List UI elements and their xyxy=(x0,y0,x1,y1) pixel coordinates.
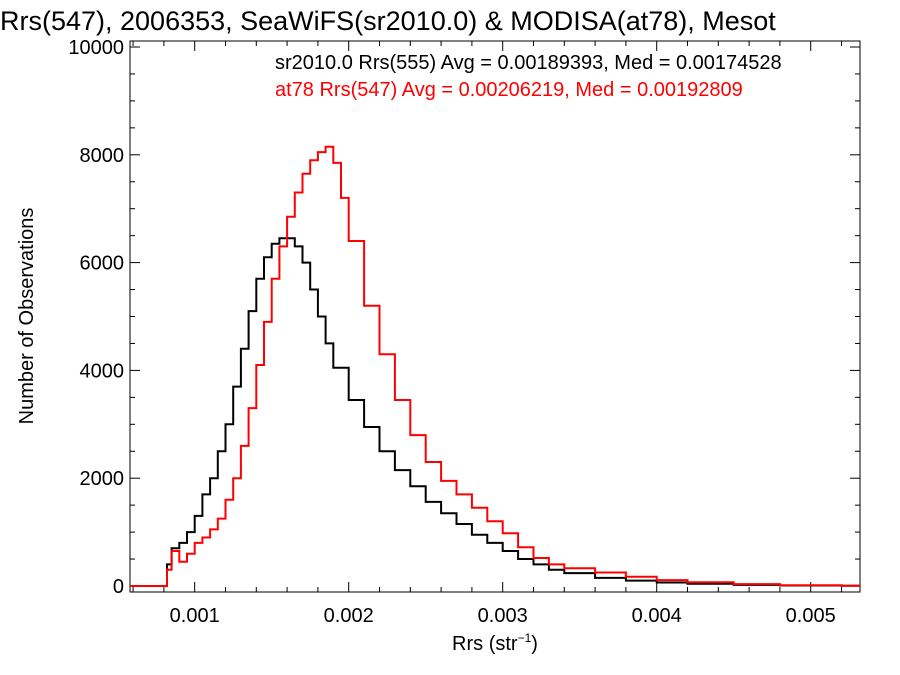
series-at78-line xyxy=(130,145,860,587)
series-lines xyxy=(130,145,860,587)
x-tick-label: 0.001 xyxy=(170,605,220,627)
axis-ticks: 0.001 0.002 0.003 0.004 0.005 0 2000 4000 6000 80… xyxy=(68,37,860,627)
series-sr2010-line xyxy=(130,237,860,587)
x-tick-label: 0.002 xyxy=(324,605,374,627)
x-axis-label: Rrs (str−1) xyxy=(452,631,538,655)
y-tick-label: 8000 xyxy=(80,145,125,167)
y-tick-label: 0 xyxy=(113,576,124,598)
x-tick-label: 0.005 xyxy=(786,605,836,627)
legend-entry-sr2010: sr2010.0 Rrs(555) Avg = 0.00189393, Med … xyxy=(275,52,782,74)
x-tick-label: 0.003 xyxy=(478,605,528,627)
y-tick-label: 2000 xyxy=(80,468,125,490)
x-axis-label-superscript: −1 xyxy=(518,631,532,645)
chart-title: Rrs(547), 2006353, SeaWiFS(sr2010.0) & M… xyxy=(0,6,776,36)
x-axis-label-close: ) xyxy=(531,633,538,655)
y-axis-label: Number of Observations xyxy=(16,208,38,425)
y-tick-label: 10000 xyxy=(68,37,124,59)
y-tick-label: 6000 xyxy=(80,253,125,275)
y-tick-label: 4000 xyxy=(80,360,125,382)
legend-entry-at78: at78 Rrs(547) Avg = 0.00206219, Med = 0.… xyxy=(275,79,743,101)
plot-area xyxy=(129,40,861,593)
x-axis-label-main: Rrs (str xyxy=(452,633,518,655)
x-tick-label: 0.004 xyxy=(632,605,682,627)
